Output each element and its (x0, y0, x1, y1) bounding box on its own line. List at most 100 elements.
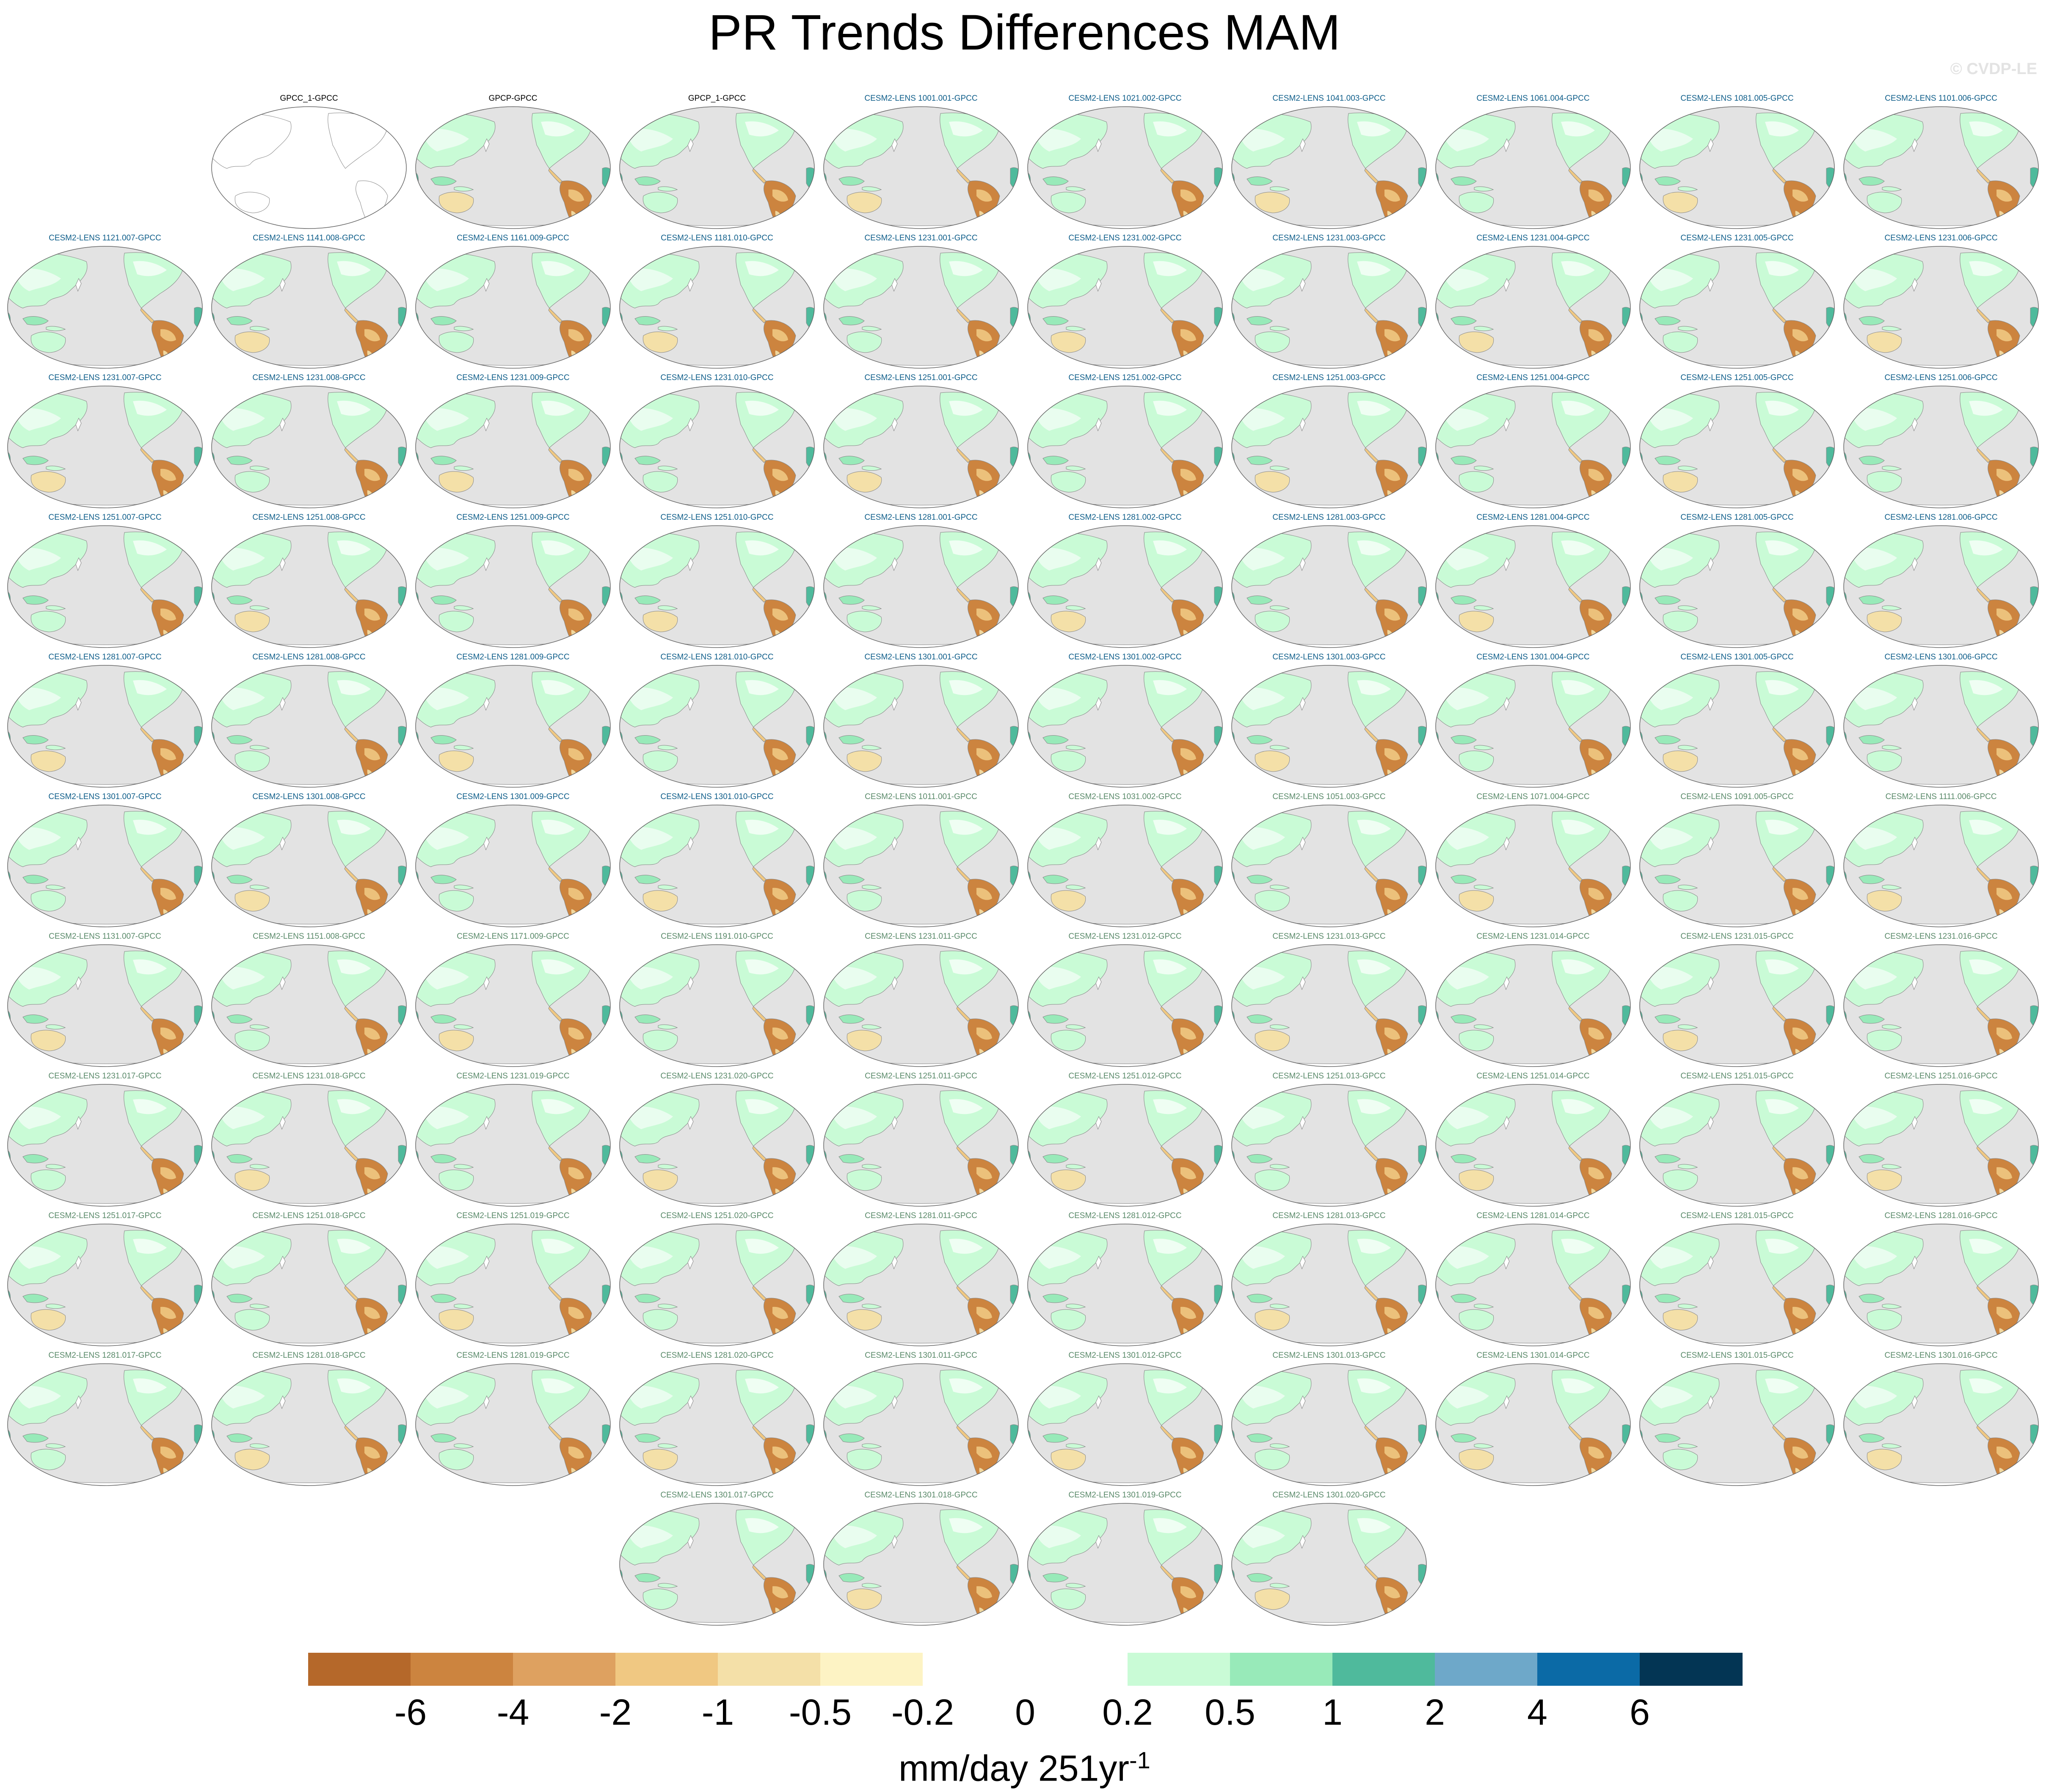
map-panel: CESM2-LENS 1251.019-GPCC (414, 1210, 612, 1348)
world-map (1231, 1224, 1427, 1346)
map-panel: CESM2-LENS 1251.018-GPCC (210, 1210, 408, 1348)
map-panel: CESM2-LENS 1251.020-GPCC (618, 1210, 816, 1348)
map-panel-title: GPCP-GPCC (488, 94, 538, 103)
world-map (619, 944, 815, 1067)
map-panel-title: CESM2-LENS 1231.017-GPCC (48, 1072, 162, 1081)
map-panel-title: CESM2-LENS 1251.007-GPCC (48, 513, 162, 522)
map-panel: CESM2-LENS 1231.011-GPCC (822, 931, 1020, 1068)
colorbar-tick-label: 2 (1425, 1692, 1445, 1733)
world-map (1435, 805, 1631, 927)
map-panel-title: CESM2-LENS 1281.007-GPCC (48, 653, 162, 662)
map-panel: CESM2-LENS 1281.007-GPCC (6, 652, 204, 789)
map-panel-title: CESM2-LENS 1251.012-GPCC (1068, 1072, 1182, 1081)
map-panel: CESM2-LENS 1281.008-GPCC (210, 652, 408, 789)
map-panel-title: CESM2-LENS 1071.004-GPCC (1476, 792, 1590, 801)
map-panel: CESM2-LENS 1231.008-GPCC (210, 372, 408, 510)
world-map (1639, 1224, 1835, 1346)
map-panel-title: CESM2-LENS 1251.019-GPCC (456, 1211, 570, 1220)
world-map (1231, 944, 1427, 1067)
map-panel: CESM2-LENS 1251.014-GPCC (1434, 1071, 1632, 1208)
world-map (1843, 1224, 2039, 1346)
world-map (415, 1224, 611, 1346)
map-panel-title: CESM2-LENS 1251.004-GPCC (1476, 373, 1590, 382)
map-panel: CESM2-LENS 1171.009-GPCC (414, 931, 612, 1068)
world-map (1843, 805, 2039, 927)
map-panel: CESM2-LENS 1231.010-GPCC (618, 372, 816, 510)
map-panel-title: CESM2-LENS 1301.001-GPCC (864, 653, 978, 662)
map-panel: GPCP_1-GPCC (618, 93, 816, 230)
map-panel-title: CESM2-LENS 1251.010-GPCC (660, 513, 774, 522)
world-map (415, 1363, 611, 1486)
units-superscript: -1 (1129, 1747, 1150, 1773)
world-map (1639, 246, 1835, 369)
map-panel: CESM2-LENS 1301.017-GPCC (618, 1490, 816, 1627)
map-panel-title: CESM2-LENS 1251.017-GPCC (48, 1211, 162, 1220)
world-map (415, 386, 611, 508)
map-panel: CESM2-LENS 1181.010-GPCC (618, 233, 816, 370)
world-map (1027, 805, 1223, 927)
world-map (823, 1084, 1019, 1207)
map-panel-title: CESM2-LENS 1041.003-GPCC (1272, 94, 1386, 103)
map-panel: CESM2-LENS 1251.005-GPCC (1638, 372, 1836, 510)
map-panel: CESM2-LENS 1281.006-GPCC (1842, 512, 2040, 649)
map-panel: CESM2-LENS 1141.008-GPCC (210, 233, 408, 370)
world-map (619, 1224, 815, 1346)
map-panel-title: CESM2-LENS 1281.008-GPCC (252, 653, 366, 662)
map-panel-title: CESM2-LENS 1281.016-GPCC (1884, 1211, 1998, 1220)
world-map (1231, 665, 1427, 788)
map-panel: CESM2-LENS 1251.017-GPCC (6, 1210, 204, 1348)
world-map (1843, 944, 2039, 1067)
map-panel: CESM2-LENS 1231.013-GPCC (1230, 931, 1428, 1068)
map-panel-title: CESM2-LENS 1251.015-GPCC (1680, 1072, 1794, 1081)
colorbar-swatch (1025, 1653, 1128, 1686)
map-panel-title: CESM2-LENS 1231.002-GPCC (1068, 234, 1182, 243)
map-panel-title: CESM2-LENS 1231.006-GPCC (1884, 234, 1998, 243)
colorbar-swatch (1230, 1653, 1333, 1686)
map-panel: CESM2-LENS 1281.017-GPCC (6, 1350, 204, 1487)
map-panel: CESM2-LENS 1251.001-GPCC (822, 372, 1020, 510)
world-map (1435, 386, 1631, 508)
map-panel-title: CESM2-LENS 1301.017-GPCC (660, 1491, 774, 1500)
map-panel: CESM2-LENS 1071.004-GPCC (1434, 791, 1632, 929)
map-panel: CESM2-LENS 1301.012-GPCC (1026, 1350, 1224, 1487)
map-panel: CESM2-LENS 1231.015-GPCC (1638, 931, 1836, 1068)
map-panel: CESM2-LENS 1301.018-GPCC (822, 1490, 1020, 1627)
map-panel: CESM2-LENS 1231.007-GPCC (6, 372, 204, 510)
world-map (7, 944, 203, 1067)
map-panel-title: CESM2-LENS 1301.005-GPCC (1680, 653, 1794, 662)
map-panel-title: CESM2-LENS 1231.009-GPCC (456, 373, 570, 382)
map-panel: CESM2-LENS 1231.006-GPCC (1842, 233, 2040, 370)
map-panel: CESM2-LENS 1281.015-GPCC (1638, 1210, 1836, 1348)
map-panel-title: CESM2-LENS 1181.010-GPCC (661, 234, 773, 243)
map-panel-title: CESM2-LENS 1301.019-GPCC (1068, 1491, 1182, 1500)
world-map (1843, 106, 2039, 229)
map-panel-title: CESM2-LENS 1171.009-GPCC (457, 932, 569, 941)
map-panel-title: CESM2-LENS 1251.011-GPCC (865, 1072, 977, 1081)
world-map (823, 1224, 1019, 1346)
world-map (823, 805, 1019, 927)
world-map (415, 1084, 611, 1207)
map-panel: CESM2-LENS 1251.015-GPCC (1638, 1071, 1836, 1208)
colorbar-swatch (615, 1653, 718, 1686)
map-panel-title: CESM2-LENS 1251.001-GPCC (864, 373, 978, 382)
map-panel: CESM2-LENS 1301.019-GPCC (1026, 1490, 1224, 1627)
world-map (823, 106, 1019, 229)
map-panel-title: CESM2-LENS 1281.019-GPCC (456, 1351, 570, 1360)
map-panel: CESM2-LENS 1231.005-GPCC (1638, 233, 1836, 370)
figure-title: PR Trends Differences MAM (709, 5, 1340, 61)
world-map (823, 944, 1019, 1067)
world-map (619, 665, 815, 788)
colorbar-swatch (718, 1653, 821, 1686)
map-panel-title: CESM2-LENS 1231.016-GPCC (1884, 932, 1998, 941)
world-map (1435, 1084, 1631, 1207)
world-map (7, 1363, 203, 1486)
world-map (211, 386, 407, 508)
map-panel-title: CESM2-LENS 1251.013-GPCC (1272, 1072, 1386, 1081)
map-panel: CESM2-LENS 1251.016-GPCC (1842, 1071, 2040, 1208)
world-map (823, 246, 1019, 369)
world-map (1231, 805, 1427, 927)
colorbar-tick-label: -4 (496, 1692, 529, 1733)
map-panel-title: CESM2-LENS 1301.020-GPCC (1272, 1491, 1386, 1500)
world-map (1843, 1084, 2039, 1207)
map-panel-title: CESM2-LENS 1251.006-GPCC (1884, 373, 1998, 382)
